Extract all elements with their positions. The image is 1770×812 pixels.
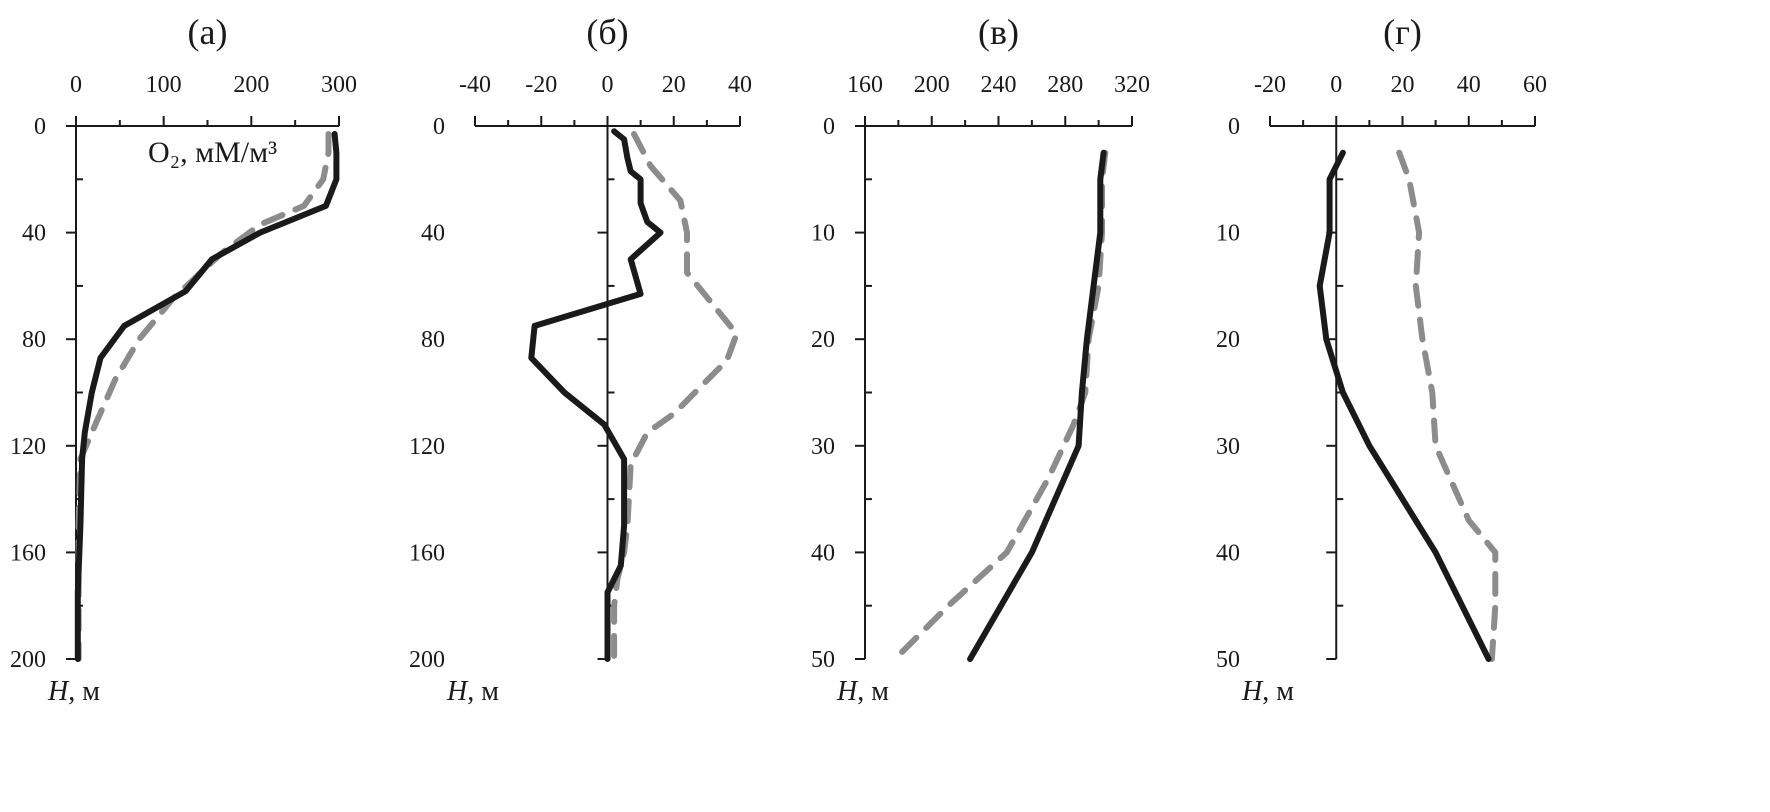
y-tick-label: 80 [22,327,46,353]
x-tick-label: 40 [1457,72,1481,98]
panel-4: (г) -20 0 20 40 60 0 10 20 30 40 50H, м [1216,12,1547,707]
x-tick-label: 200 [914,72,950,98]
y-axis-label-unit: , м [467,676,499,707]
y-axis-label: H, м [47,676,100,707]
series-line-dashed [75,131,332,662]
x-tick-label: -40 [459,72,491,98]
x-tick-label: 0 [1330,72,1342,98]
y-axis-label-symbol: H [47,676,70,707]
y-axis-label: H, м [1241,676,1294,707]
y-tick-label: 50 [1216,647,1240,673]
y-tick-label: 0 [1228,114,1240,140]
x-tick-label: 20 [1391,72,1415,98]
y-tick-label: 40 [22,221,46,247]
series-line-dashed [611,131,740,662]
y-tick-label: 10 [811,221,835,247]
y-tick-label: 200 [10,647,46,673]
x-tick-label: 240 [981,72,1017,98]
y-axis-label-unit: , м [68,676,100,707]
series-line-solid [967,149,1107,662]
y-tick-label: 30 [1216,434,1240,460]
series-annotation: O₂, мМ/м³ [148,136,277,169]
y-tick-label: 0 [823,114,835,140]
x-tick-label: 200 [233,72,269,98]
panel-title: (б) [586,12,628,52]
series-line-dashed [1396,149,1499,662]
series-line-solid [74,131,340,662]
y-axis-label-symbol: H [836,676,859,707]
panel-title: (а) [188,12,228,52]
x-tick-label: -20 [525,72,557,98]
x-tick-label: 320 [1114,72,1150,98]
y-tick-label: 120 [10,434,46,460]
x-tick-label: 100 [146,72,182,98]
x-tick-label: 0 [70,72,82,98]
panel-3: (в) 160 200 240 280 320 0 10 20 30 40 50H, м [811,12,1150,707]
y-tick-label: 40 [1216,540,1240,566]
x-tick-label: 40 [728,72,752,98]
series-line-dashed [892,149,1109,662]
y-tick-label: 40 [421,221,445,247]
y-tick-label: 10 [1216,221,1240,247]
y-axis-label-unit: , м [1262,676,1294,707]
series-line-solid [1316,149,1492,662]
y-axis-label-unit: , м [857,676,889,707]
y-tick-label: 0 [433,114,445,140]
y-tick-label: 50 [811,647,835,673]
x-tick-label: 160 [847,72,883,98]
y-tick-label: 120 [409,434,445,460]
y-tick-label: 80 [421,327,445,353]
y-tick-label: 40 [811,540,835,566]
y-axis-label-symbol: H [446,676,469,707]
y-axis-label: H, м [446,676,499,707]
y-tick-label: 160 [409,540,445,566]
y-tick-label: 30 [811,434,835,460]
y-axis-label: H, м [836,676,889,707]
y-tick-label: 0 [34,114,46,140]
series-line-solid [528,128,664,662]
x-tick-label: 60 [1523,72,1547,98]
x-tick-label: 300 [321,72,357,98]
x-tick-label: 280 [1047,72,1083,98]
y-tick-label: 20 [811,327,835,353]
x-tick-label: -20 [1254,72,1286,98]
y-tick-label: 160 [10,540,46,566]
x-tick-label: 20 [662,72,686,98]
x-tick-label: 0 [602,72,614,98]
y-axis-label-symbol: H [1241,676,1264,707]
panel-title: (в) [978,12,1019,52]
y-tick-label: 20 [1216,327,1240,353]
y-tick-label: 200 [409,647,445,673]
panel-title: (г) [1383,12,1422,52]
